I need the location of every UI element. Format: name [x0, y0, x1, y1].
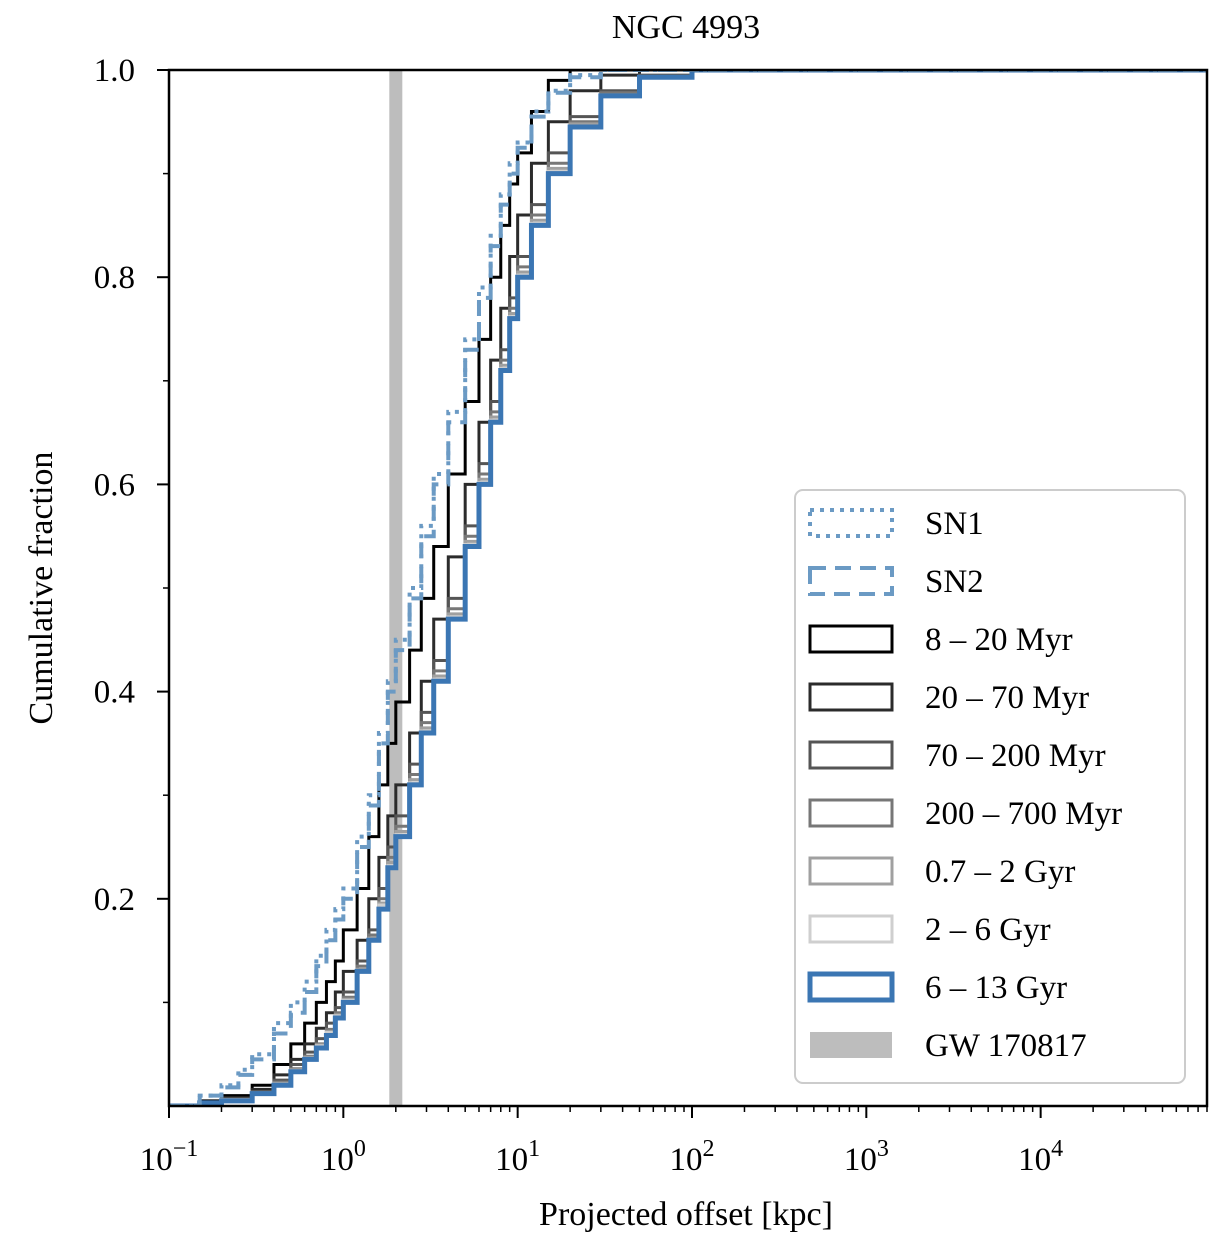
y-tick-label: 0.8: [94, 260, 135, 296]
series-6-13-gyr: [169, 70, 1207, 1106]
legend-swatch-6-13-gyr: [807, 971, 895, 1003]
legend-label-6-13-gyr: 6 – 13 Gyr: [925, 970, 1067, 1006]
legend-swatch-8-20-myr: [808, 624, 894, 654]
y-axis-label: Cumulative fraction: [23, 452, 60, 725]
legend-swatch-70-200-myr: [808, 740, 894, 770]
legend-swatch-200-700-myr: [808, 798, 894, 828]
legend-label-20-70-myr: 20 – 70 Myr: [925, 680, 1089, 716]
series-20-70-myr: [169, 70, 1207, 1106]
x-tick-label: 102: [669, 1136, 714, 1178]
legend-label-8-20-myr: 8 – 20 Myr: [925, 622, 1073, 658]
legend-label-200-700-myr: 200 – 700 Myr: [925, 796, 1122, 832]
x-tick-label: 101: [495, 1136, 540, 1178]
x-tick-label: 103: [844, 1136, 889, 1178]
legend-label-sn1: SN1: [925, 506, 984, 542]
legend-swatch-sn1: [808, 508, 894, 538]
legend-swatch-sn2: [808, 566, 894, 596]
plot-frame: [167, 68, 1209, 1108]
x-axis-label: Projected offset [kpc]: [539, 1196, 833, 1233]
x-tick-label: 100: [321, 1136, 366, 1178]
tick-labels: 10−1 100 101 102 103 104 0.2 0.4 0.6 0.8 1.0: [94, 53, 1063, 1178]
legend-swatch-0-7-2-gyr: [808, 856, 894, 886]
legend-label-sn2: SN2: [925, 564, 984, 600]
chart-title: NGC 4993: [612, 9, 760, 46]
x-tick-label: 10−1: [140, 1136, 199, 1178]
legend-swatch-2-6-gyr: [808, 914, 894, 944]
legend-label-2-6-gyr: 2 – 6 Gyr: [925, 912, 1051, 948]
legend-label-0-7-2-gyr: 0.7 – 2 Gyr: [925, 854, 1075, 890]
legend: SN1 SN2 8 – 20 Myr 20 – 70 Myr 70 – 200 Myr 2…: [794, 489, 1186, 1084]
legend-swatch-20-70-myr: [808, 682, 894, 712]
legend-swatch-gw-170817: [810, 1032, 892, 1058]
y-tick-label: 0.6: [94, 467, 135, 503]
series-sn2: [169, 70, 1207, 1106]
legend-label-gw-170817: GW 170817: [925, 1028, 1087, 1064]
plot-area: [169, 70, 1207, 1106]
x-tick-label: 104: [1018, 1136, 1063, 1178]
y-tick-label: 0.2: [94, 882, 135, 918]
series-8-20-myr: [169, 70, 1207, 1106]
y-tick-label: 0.4: [94, 675, 135, 711]
legend-label-70-200-myr: 70 – 200 Myr: [925, 738, 1106, 774]
y-tick-label: 1.0: [94, 53, 135, 89]
